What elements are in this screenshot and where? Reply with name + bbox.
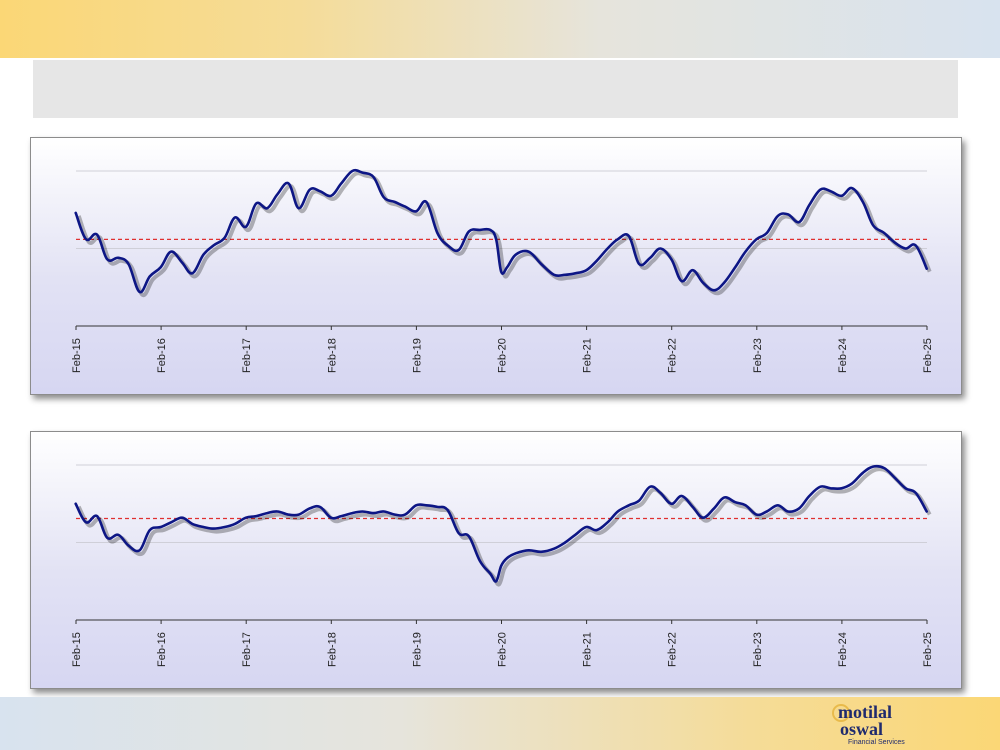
top-header-band (0, 0, 1000, 58)
x-tick-label: Feb-15 (71, 632, 83, 667)
x-tick-label: Feb-19 (411, 338, 423, 373)
x-tick-label: Feb-25 (922, 632, 934, 667)
line-chart-2: Feb-15 Feb-16 Feb-17 Feb-18 Feb-19 Feb-20 Feb-… (71, 464, 934, 667)
logo-text-line1: motilal (838, 702, 892, 722)
x-tick-label: Feb-21 (582, 632, 594, 667)
x-tick-label: Feb-17 (241, 338, 253, 373)
logo-emblem-icon (832, 704, 850, 722)
x-tick-label: Feb-18 (326, 338, 338, 373)
x-tick-label: Feb-16 (156, 338, 168, 373)
x-tick-label: Feb-23 (752, 632, 764, 667)
x-tick-label: Feb-21 (582, 338, 594, 373)
x-tick-label: Feb-19 (411, 632, 423, 667)
x-tick-label: Feb-20 (497, 338, 509, 373)
logo-subtitle: Financial Services (848, 739, 905, 746)
x-tick-label: Feb-18 (326, 632, 338, 667)
x-tick-label: Feb-20 (497, 632, 509, 667)
x-tick-label: Feb-24 (837, 338, 849, 373)
line-chart-1: Feb-15 Feb-16 Feb-17 Feb-18 Feb-19 Feb-20 Feb-… (71, 168, 934, 373)
bottom-footer-band (0, 697, 1000, 750)
x-tick-label: Feb-17 (241, 632, 253, 667)
x-tick-label: Feb-22 (667, 338, 679, 373)
chart-panel-2: Feb-15 Feb-16 Feb-17 Feb-18 Feb-19 Feb-20 Feb-… (30, 431, 962, 689)
x-tick-label: Feb-16 (156, 632, 168, 667)
x-tick-label: Feb-23 (752, 338, 764, 373)
chart-panel-1: Feb-15 Feb-16 Feb-17 Feb-18 Feb-19 Feb-20 Feb-… (30, 137, 962, 395)
series-line (74, 168, 928, 294)
logo-text-line2: oswal (840, 719, 884, 739)
x-tick-label: Feb-22 (667, 632, 679, 667)
company-logo: motilal oswal Financial Services (832, 700, 932, 748)
series-line (74, 464, 928, 583)
x-tick-label: Feb-25 (922, 338, 934, 373)
x-tick-label: Feb-15 (71, 338, 83, 373)
series-line-shadow (76, 171, 932, 298)
title-bar (33, 60, 958, 118)
x-tick-label: Feb-24 (837, 632, 849, 667)
